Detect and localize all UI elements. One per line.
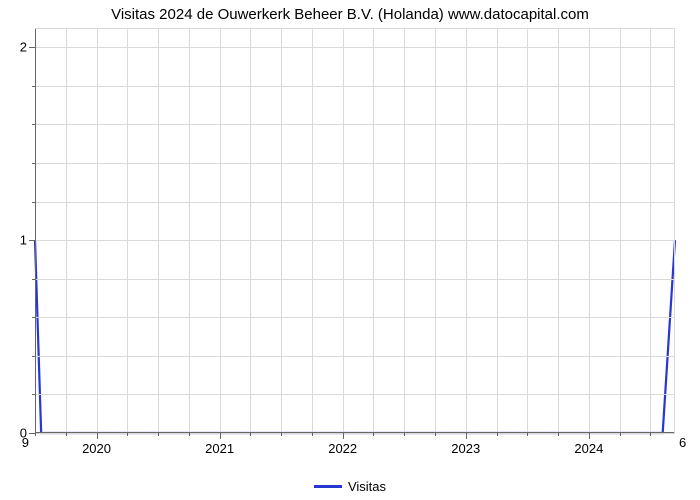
x-minor-tick bbox=[404, 433, 405, 436]
gridline-vertical-minor bbox=[373, 28, 374, 433]
axis-line-left bbox=[35, 28, 36, 433]
gridline-horizontal-minor bbox=[35, 163, 675, 164]
gridline-vertical-minor bbox=[435, 28, 436, 433]
line-series bbox=[35, 28, 675, 433]
x-minor-tick bbox=[189, 433, 190, 436]
x-minor-tick bbox=[620, 433, 621, 436]
legend: Visitas bbox=[0, 478, 700, 494]
gridline-horizontal bbox=[35, 240, 675, 241]
x-minor-tick bbox=[250, 433, 251, 436]
gridline-horizontal-minor bbox=[35, 394, 675, 395]
gridline-vertical-minor bbox=[527, 28, 528, 433]
gridline-horizontal-minor bbox=[35, 356, 675, 357]
gridline-vertical-minor bbox=[158, 28, 159, 433]
x-minor-tick bbox=[558, 433, 559, 436]
x-minor-tick bbox=[497, 433, 498, 436]
legend-swatch bbox=[314, 485, 342, 488]
x-minor-tick bbox=[312, 433, 313, 436]
gridline-horizontal-minor bbox=[35, 279, 675, 280]
right-label-bottom: 6 bbox=[675, 435, 686, 450]
gridline-vertical-minor bbox=[650, 28, 651, 433]
x-minor-tick bbox=[35, 433, 36, 436]
x-minor-tick bbox=[127, 433, 128, 436]
x-minor-tick bbox=[281, 433, 282, 436]
gridline-vertical-minor bbox=[281, 28, 282, 433]
gridline-horizontal-minor bbox=[35, 124, 675, 125]
gridline-vertical bbox=[97, 28, 98, 433]
gridline-vertical-minor bbox=[127, 28, 128, 433]
x-tick-label: 2021 bbox=[205, 433, 234, 456]
gridline-vertical bbox=[589, 28, 590, 433]
axis-line-top bbox=[35, 28, 675, 29]
left-label-bottom: 9 bbox=[22, 435, 35, 450]
gridline-vertical-minor bbox=[189, 28, 190, 433]
gridline-vertical bbox=[220, 28, 221, 433]
y-tick-label: 2 bbox=[20, 40, 35, 55]
gridline-vertical-minor bbox=[250, 28, 251, 433]
gridline-horizontal-minor bbox=[35, 317, 675, 318]
x-tick-label: 2020 bbox=[82, 433, 111, 456]
x-tick-label: 2022 bbox=[328, 433, 357, 456]
y-tick-label: 1 bbox=[20, 233, 35, 248]
gridline-vertical-minor bbox=[404, 28, 405, 433]
plot-area: 0122020202120222023202469 bbox=[35, 28, 675, 433]
series-path bbox=[35, 240, 675, 433]
x-minor-tick bbox=[527, 433, 528, 436]
gridline-vertical-minor bbox=[312, 28, 313, 433]
axis-line-right bbox=[674, 28, 675, 433]
gridline-vertical-minor bbox=[620, 28, 621, 433]
x-minor-tick bbox=[158, 433, 159, 436]
legend-label: Visitas bbox=[348, 479, 386, 494]
x-minor-tick bbox=[373, 433, 374, 436]
gridline-vertical-minor bbox=[497, 28, 498, 433]
chart-container: { "chart": { "type": "line", "title": "V… bbox=[0, 0, 700, 500]
gridline-vertical bbox=[466, 28, 467, 433]
x-tick-label: 2023 bbox=[451, 433, 480, 456]
x-minor-tick bbox=[650, 433, 651, 436]
axis-line-bottom bbox=[35, 432, 675, 433]
gridline-horizontal-minor bbox=[35, 202, 675, 203]
gridline-horizontal-minor bbox=[35, 86, 675, 87]
gridline-vertical-minor bbox=[558, 28, 559, 433]
gridline-horizontal bbox=[35, 47, 675, 48]
x-minor-tick bbox=[435, 433, 436, 436]
chart-title: Visitas 2024 de Ouwerkerk Beheer B.V. (H… bbox=[0, 6, 700, 23]
gridline-vertical bbox=[343, 28, 344, 433]
gridline-vertical-minor bbox=[66, 28, 67, 433]
x-tick-label: 2024 bbox=[574, 433, 603, 456]
x-minor-tick bbox=[66, 433, 67, 436]
